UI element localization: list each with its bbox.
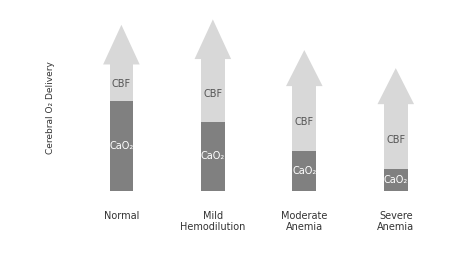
Text: Cerebral O₂ Delivery: Cerebral O₂ Delivery [46, 61, 55, 154]
Polygon shape [377, 68, 414, 104]
Text: CaO₂: CaO₂ [292, 166, 317, 176]
Polygon shape [286, 50, 323, 86]
Text: Mild
Hemodilution: Mild Hemodilution [180, 211, 246, 232]
Polygon shape [194, 19, 231, 59]
Polygon shape [292, 86, 316, 151]
Text: CaO₂: CaO₂ [109, 141, 134, 151]
Text: CBF: CBF [386, 135, 405, 145]
Polygon shape [201, 122, 225, 191]
Polygon shape [201, 59, 225, 122]
Polygon shape [109, 64, 133, 100]
Text: Severe
Anemia: Severe Anemia [377, 211, 414, 232]
Polygon shape [109, 100, 133, 191]
Text: CaO₂: CaO₂ [201, 152, 225, 161]
Polygon shape [292, 151, 316, 191]
Text: CBF: CBF [112, 79, 131, 89]
Text: CBF: CBF [203, 89, 222, 99]
Text: Moderate
Anemia: Moderate Anemia [281, 211, 328, 232]
Polygon shape [103, 25, 140, 64]
Polygon shape [384, 104, 408, 169]
Text: CaO₂: CaO₂ [383, 175, 408, 185]
Text: Normal: Normal [104, 211, 139, 221]
Polygon shape [384, 169, 408, 191]
Text: CBF: CBF [295, 117, 314, 127]
